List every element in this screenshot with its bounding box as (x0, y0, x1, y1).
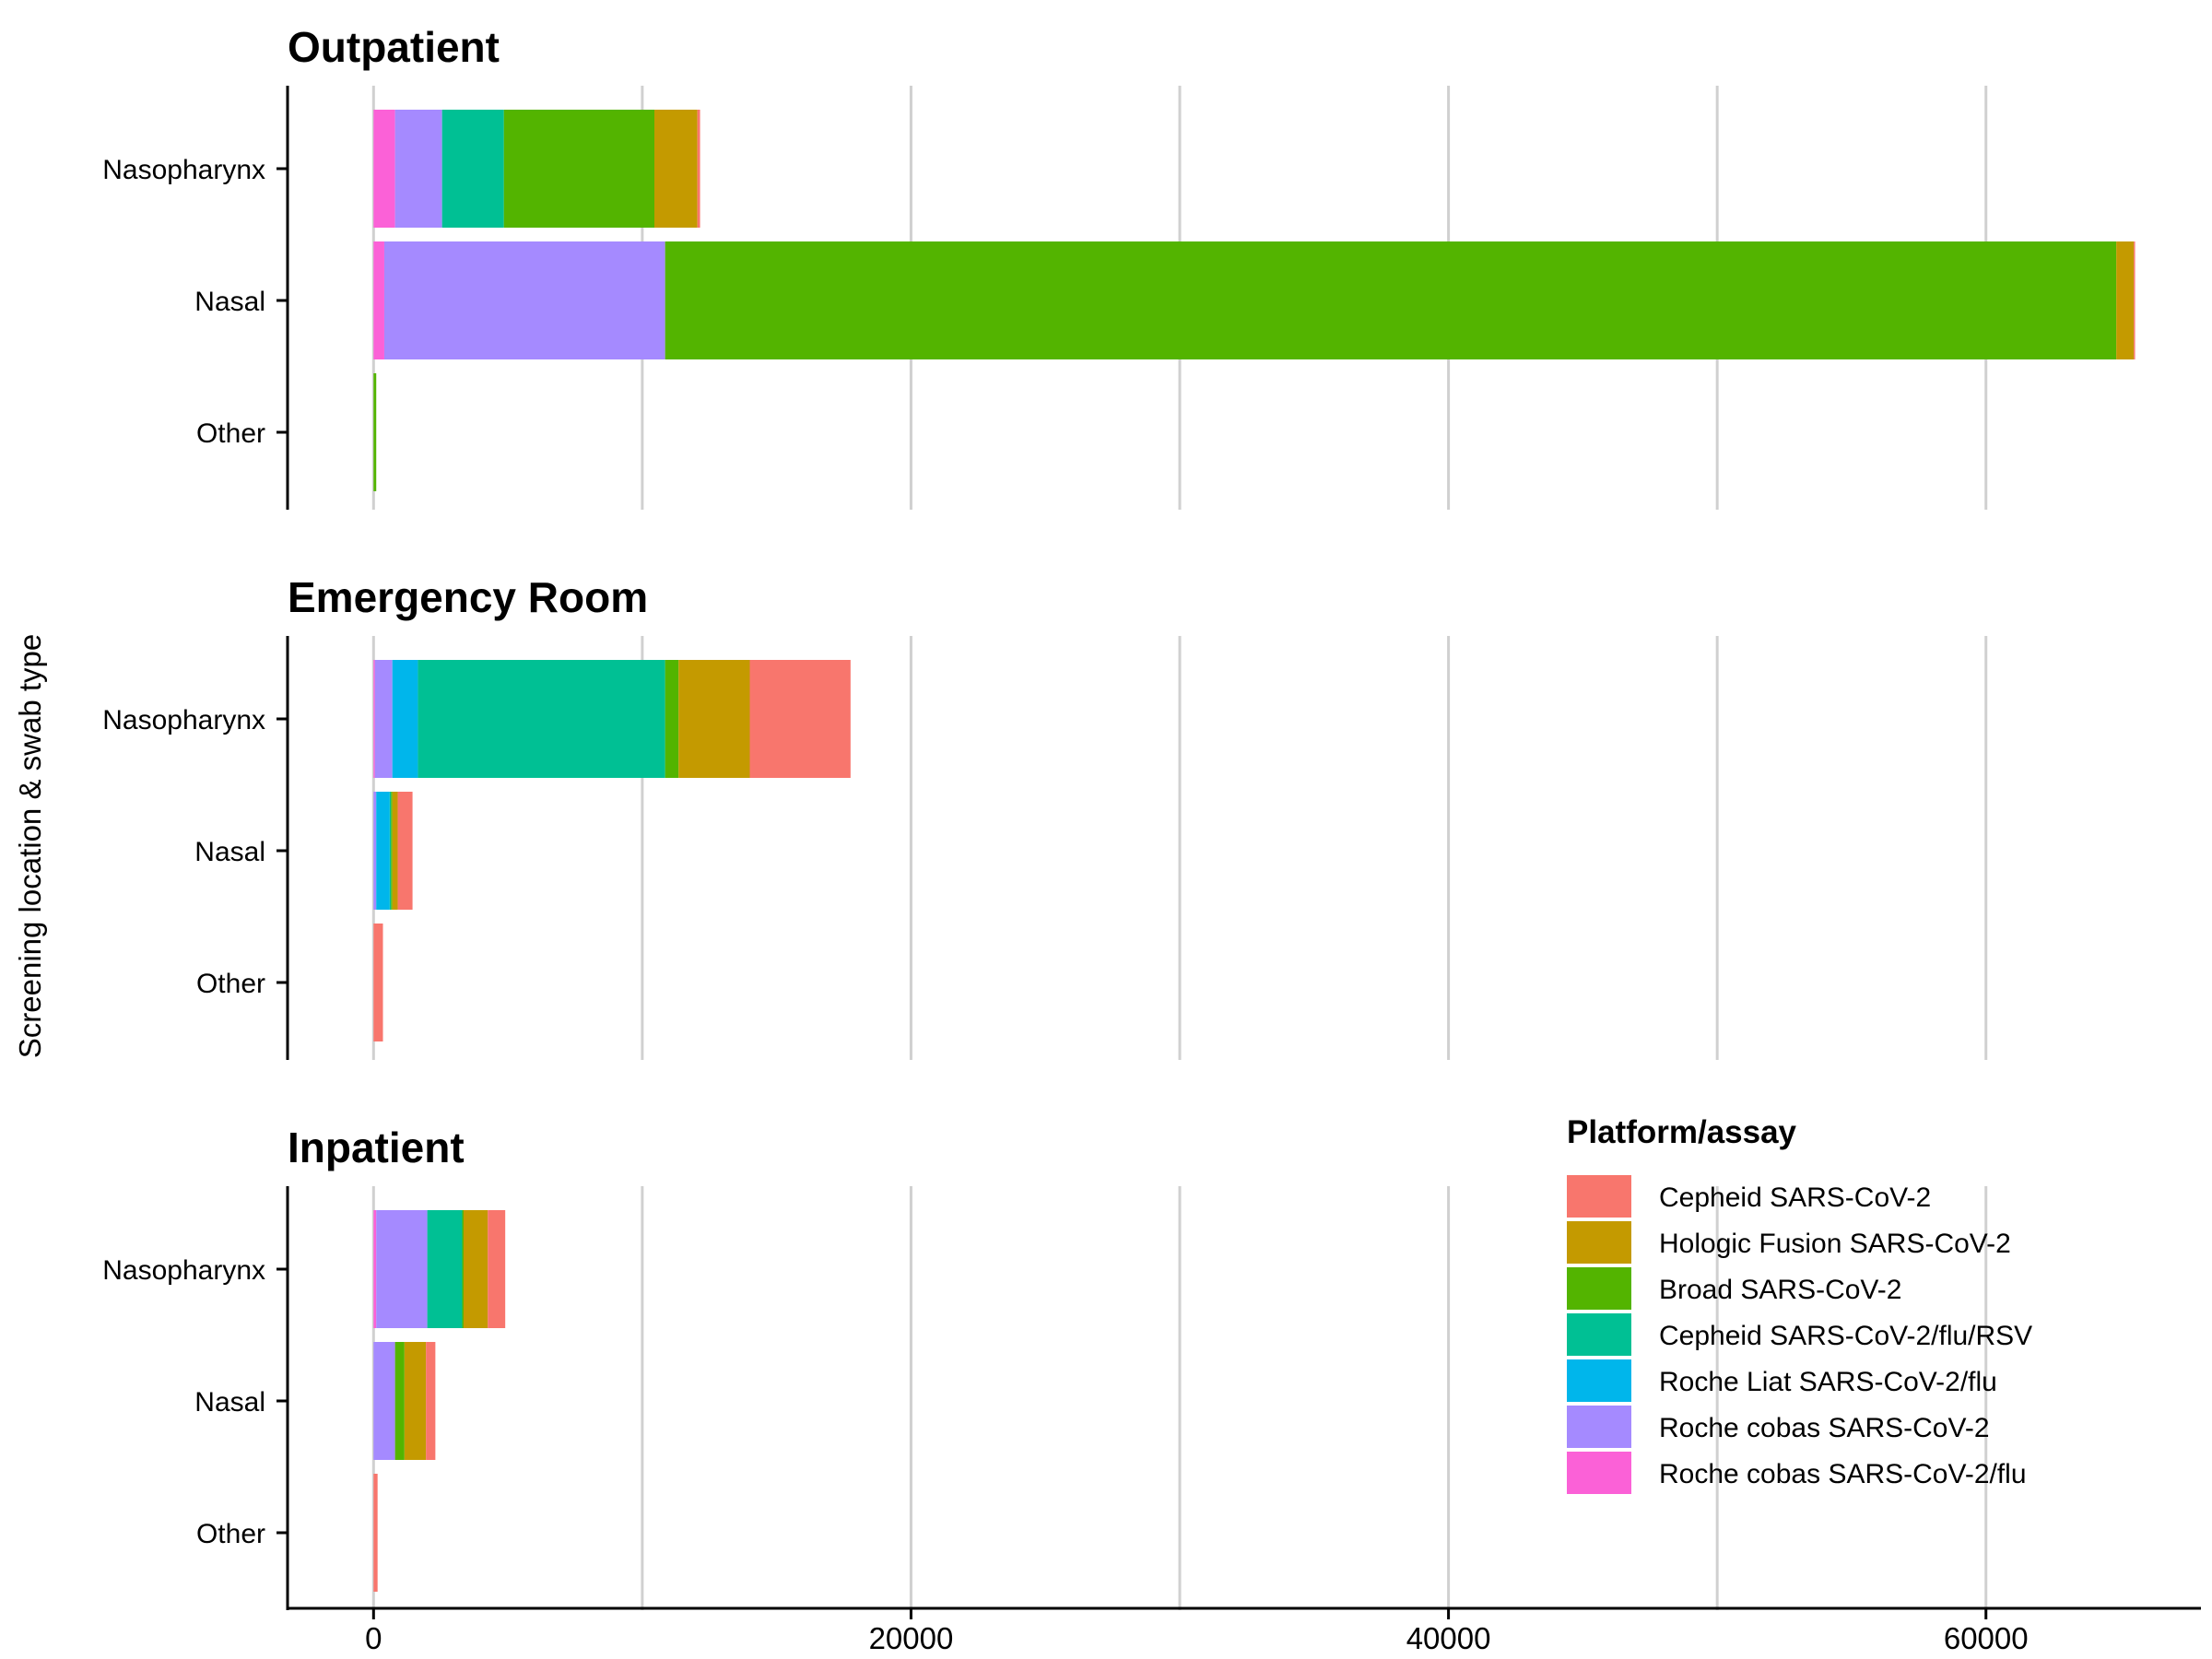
legend-key-roche-liat-sars-cov-2-flu (1567, 1359, 1631, 1402)
bar-emergency-room-nasopharynx-cepheid-sars-cov-2 (749, 660, 851, 778)
legend-key-roche-cobas-sars-cov-2 (1567, 1406, 1631, 1448)
bar-emergency-room-nasal-cepheid-sars-cov-2-flu-rsv (389, 792, 392, 910)
legend-label-roche-cobas-sars-cov-2: Roche cobas SARS-CoV-2 (1659, 1413, 1990, 1443)
y-tick-label-emergency-room-nasopharynx: Nasopharynx (102, 705, 265, 735)
legend-layer: Platform/assay Cepheid SARS-CoV-2 Hologic … (1567, 1114, 2032, 1494)
legend-key-broad-sars-cov-2 (1567, 1267, 1631, 1310)
bar-outpatient-nasopharynx-roche-cobas-sars-cov-2 (394, 110, 442, 228)
legend-label-cepheid-sars-cov-2: Cepheid SARS-CoV-2 (1659, 1182, 1931, 1213)
bars-layer (373, 110, 2136, 1592)
legend-key-cepheid-sars-cov-2-flu-rsv (1567, 1313, 1631, 1356)
bar-outpatient-nasopharynx-roche-cobas-sars-cov-2-flu (373, 110, 395, 228)
bar-outpatient-nasal-hologic-fusion-sars-cov-2 (2116, 241, 2135, 359)
bar-outpatient-other-broad-sars-cov-2 (373, 373, 377, 491)
legend-label-cepheid-sars-cov-2-flu-rsv: Cepheid SARS-CoV-2/flu/RSV (1659, 1321, 2032, 1351)
panel-title-emergency-room: Emergency Room (288, 573, 648, 621)
bar-emergency-room-other-cepheid-sars-cov-2 (373, 924, 383, 1041)
y-tick-label-inpatient-nasopharynx: Nasopharynx (102, 1255, 265, 1286)
panel-title-inpatient: Inpatient (288, 1124, 465, 1171)
bar-emergency-room-nasal-roche-liat-sars-cov-2-flu (376, 792, 390, 910)
y-tick-label-outpatient-nasopharynx: Nasopharynx (102, 155, 265, 185)
legend-label-roche-cobas-sars-cov-2-flu: Roche cobas SARS-CoV-2/flu (1659, 1459, 2027, 1489)
bar-outpatient-nasal-roche-cobas-sars-cov-2 (383, 241, 665, 359)
bar-inpatient-nasopharynx-broad-sars-cov-2 (462, 1210, 464, 1328)
legend-title: Platform/assay (1567, 1114, 1797, 1150)
bar-emergency-room-nasopharynx-roche-liat-sars-cov-2-flu (392, 660, 418, 778)
bar-emergency-room-nasopharynx-hologic-fusion-sars-cov-2 (678, 660, 750, 778)
bar-emergency-room-nasal-broad-sars-cov-2 (391, 792, 393, 910)
bar-outpatient-nasopharynx-cepheid-sars-cov-2 (697, 110, 700, 228)
y-axis-title: Screening location & swab type (13, 634, 47, 1058)
bar-inpatient-nasopharynx-hologic-fusion-sars-cov-2 (463, 1210, 488, 1328)
bar-emergency-room-nasopharynx-cepheid-sars-cov-2-flu-rsv (418, 660, 665, 778)
bar-emergency-room-nasal-cepheid-sars-cov-2 (397, 792, 413, 910)
bar-inpatient-nasal-roche-cobas-sars-cov-2 (373, 1342, 395, 1460)
legend-key-hologic-fusion-sars-cov-2 (1567, 1221, 1631, 1264)
bar-inpatient-nasopharynx-cepheid-sars-cov-2 (488, 1210, 506, 1328)
x-tick-label-40000: 40000 (1406, 1621, 1491, 1655)
legend-label-broad-sars-cov-2: Broad SARS-CoV-2 (1659, 1275, 1901, 1305)
bar-outpatient-nasopharynx-hologic-fusion-sars-cov-2 (653, 110, 698, 228)
bar-outpatient-nasal-cepheid-sars-cov-2 (2134, 241, 2136, 359)
bar-emergency-room-nasopharynx-roche-cobas-sars-cov-2 (374, 660, 393, 778)
legend-label-roche-liat-sars-cov-2-flu: Roche Liat SARS-CoV-2/flu (1659, 1367, 1997, 1397)
bar-inpatient-nasopharynx-cepheid-sars-cov-2-flu-rsv (427, 1210, 463, 1328)
y-tick-label-inpatient-nasal: Nasal (194, 1387, 265, 1418)
bar-outpatient-nasopharynx-broad-sars-cov-2 (503, 110, 654, 228)
y-tick-label-emergency-room-nasal: Nasal (194, 837, 265, 867)
bar-emergency-room-nasopharynx-roche-cobas-sars-cov-2-flu (373, 660, 375, 778)
bar-outpatient-nasal-broad-sars-cov-2 (665, 241, 2117, 359)
panel-title-outpatient: Outpatient (288, 23, 500, 71)
y-tick-label-emergency-room-other: Other (196, 969, 265, 999)
y-tick-label-outpatient-nasal: Nasal (194, 287, 265, 317)
bar-inpatient-nasal-hologic-fusion-sars-cov-2 (404, 1342, 427, 1460)
legend-key-roche-cobas-sars-cov-2-flu (1567, 1452, 1631, 1494)
bar-inpatient-nasal-cepheid-sars-cov-2 (426, 1342, 436, 1460)
text-layer: Outpatient Nasopharynx Nasal Other Emergency… (102, 23, 2028, 1655)
x-tick-label-60000: 60000 (1944, 1621, 2029, 1655)
x-tick-label-20000: 20000 (869, 1621, 954, 1655)
bar-outpatient-nasopharynx-cepheid-sars-cov-2-flu-rsv (441, 110, 504, 228)
axes-layer (276, 86, 2201, 1619)
bar-emergency-room-nasopharynx-broad-sars-cov-2 (665, 660, 679, 778)
bar-inpatient-other-cepheid-sars-cov-2 (373, 1474, 378, 1592)
bar-inpatient-nasopharynx-roche-cobas-sars-cov-2-flu (373, 1210, 377, 1328)
y-tick-label-outpatient-other: Other (196, 418, 265, 449)
legend-key-cepheid-sars-cov-2 (1567, 1175, 1631, 1218)
bar-emergency-room-nasal-hologic-fusion-sars-cov-2 (392, 792, 398, 910)
legend-label-hologic-fusion-sars-cov-2: Hologic Fusion SARS-CoV-2 (1659, 1229, 2011, 1259)
x-tick-label-0: 0 (365, 1621, 382, 1655)
bar-inpatient-nasopharynx-roche-cobas-sars-cov-2 (376, 1210, 428, 1328)
bar-inpatient-nasal-broad-sars-cov-2 (394, 1342, 405, 1460)
grid-layer (371, 86, 1988, 1610)
bar-outpatient-nasal-roche-cobas-sars-cov-2-flu (373, 241, 384, 359)
y-tick-label-inpatient-other: Other (196, 1519, 265, 1549)
bar-emergency-room-nasal-roche-cobas-sars-cov-2 (373, 792, 377, 910)
